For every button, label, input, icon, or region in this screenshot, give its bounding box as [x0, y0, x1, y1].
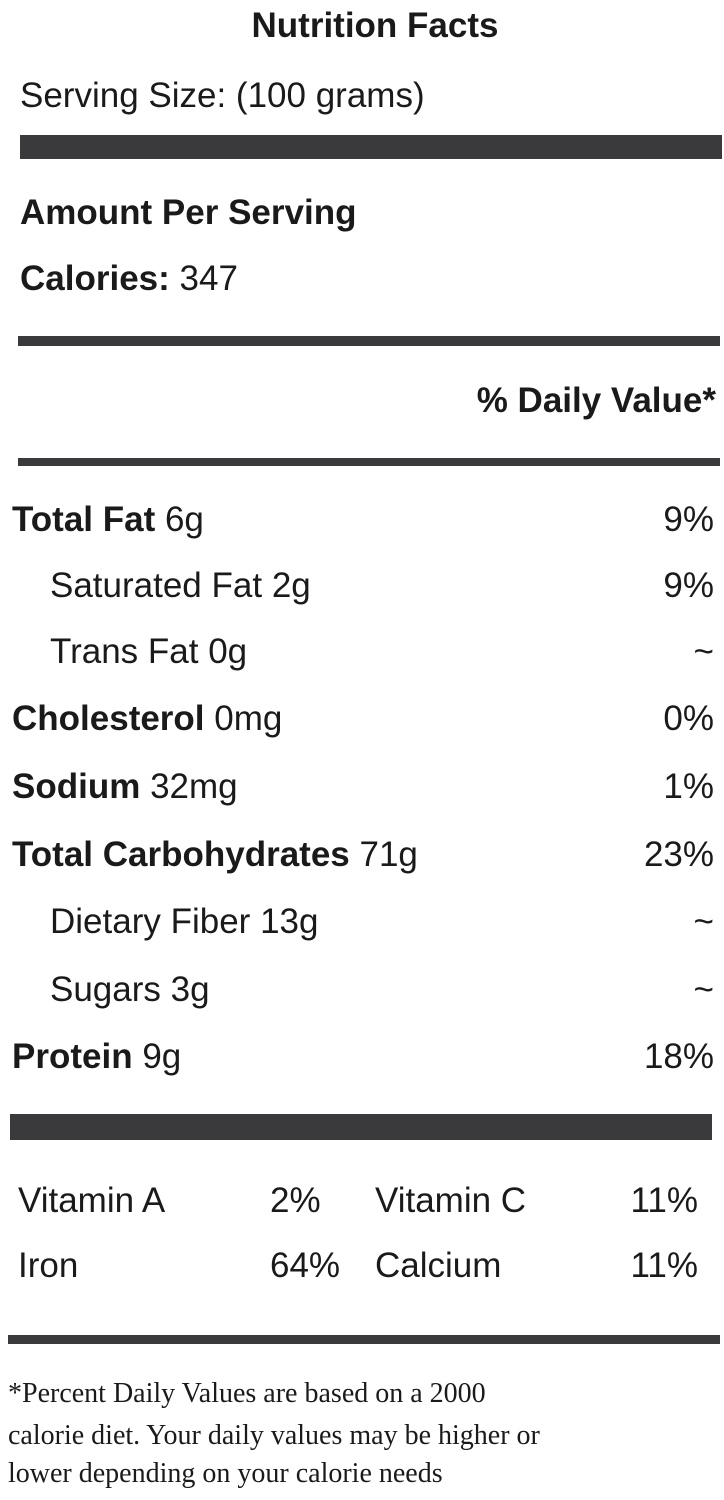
vitamin-name: Calcium [375, 1246, 502, 1285]
daily-value-heading: % Daily Value* [476, 381, 716, 420]
divider [18, 458, 720, 466]
daily-value: 9% [663, 566, 714, 605]
nutrient-row: Cholesterol 0mg 0% [12, 699, 714, 739]
nutrient-name: Dietary Fiber [50, 902, 251, 941]
vitamin-name: Vitamin A [18, 1181, 166, 1220]
amount-heading: Amount Per Serving [20, 193, 357, 232]
nutrient-name: Sugars [50, 970, 161, 1009]
calories-value: 347 [179, 259, 238, 298]
footnote-line: *Percent Daily Values are based on a 200… [8, 1378, 486, 1409]
calories-label: Calories: [20, 259, 170, 298]
nutrient-row: Sugars 3g ~ [12, 970, 714, 1010]
nutrient-name: Saturated Fat [50, 566, 263, 605]
nutrient-row: Trans Fat 0g ~ [12, 632, 714, 672]
vitamin-value: 2% [270, 1181, 321, 1220]
nutrient-row: Dietary Fiber 13g ~ [12, 902, 714, 942]
footnote-line: calorie diet. Your daily values may be h… [8, 1420, 540, 1451]
nutrient-amount: 32mg [150, 767, 238, 806]
divider [18, 336, 720, 346]
nutrient-amount: 6g [164, 500, 204, 539]
nutrient-name: Sodium [12, 767, 141, 806]
calories: Calories: 347 [20, 261, 238, 296]
nutrient-name: Trans Fat [50, 632, 199, 671]
daily-value: ~ [693, 902, 714, 941]
nutrient-row: Protein 9g 18% [12, 1037, 714, 1077]
nutrient-amount: 0mg [214, 699, 283, 738]
vitamin-value: 64% [270, 1246, 341, 1285]
divider [8, 1335, 720, 1344]
daily-value: ~ [693, 970, 714, 1009]
nutrient-name: Protein [12, 1037, 133, 1076]
vitamin-name: Iron [18, 1246, 79, 1285]
divider [20, 135, 722, 159]
nutrient-amount: 13g [260, 902, 319, 941]
nutrient-row: Total Fat 6g 9% [12, 500, 714, 540]
nutrient-amount: 0g [208, 632, 248, 671]
nutrient-amount: 9g [142, 1037, 182, 1076]
vitamin-name: Vitamin C [375, 1181, 527, 1220]
divider [10, 1114, 712, 1140]
nutrient-row: Saturated Fat 2g 9% [12, 566, 714, 606]
daily-value: 0% [663, 699, 714, 738]
nutrient-amount: 2g [271, 566, 311, 605]
daily-value: 23% [643, 835, 714, 874]
nutrient-amount: 3g [170, 970, 210, 1009]
daily-value: 9% [663, 500, 714, 539]
nutrient-amount: 71g [359, 835, 418, 874]
vitamin-value: 11% [630, 1246, 698, 1285]
nutrient-row: Total Carbohydrates 71g 23% [12, 835, 714, 875]
serving-size: Serving Size: (100 grams) [20, 76, 425, 115]
nutrient-name: Total Fat [12, 500, 156, 539]
nutrient-name: Total Carbohydrates [12, 835, 350, 874]
vitamin-value: 11% [630, 1181, 698, 1220]
nutrient-name: Cholesterol [12, 699, 205, 738]
daily-value: ~ [693, 632, 714, 671]
daily-value: 1% [663, 767, 714, 806]
daily-value: 18% [643, 1037, 714, 1076]
footnote-line: lower depending on your calorie needs [8, 1458, 443, 1489]
title: Nutrition Facts [251, 6, 499, 45]
nutrient-row: Sodium 32mg 1% [12, 767, 714, 807]
